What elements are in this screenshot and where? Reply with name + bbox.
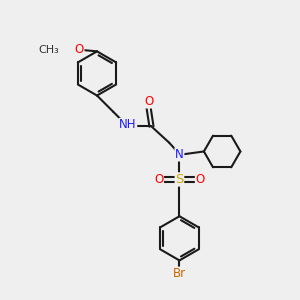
Text: NH: NH [119,118,137,131]
Text: O: O [144,95,153,108]
Text: S: S [175,173,184,186]
Text: O: O [154,173,164,186]
Text: Br: Br [173,267,186,280]
Text: O: O [195,173,205,186]
Text: O: O [75,44,84,56]
Text: N: N [175,148,184,161]
Text: CH₃: CH₃ [38,45,59,55]
